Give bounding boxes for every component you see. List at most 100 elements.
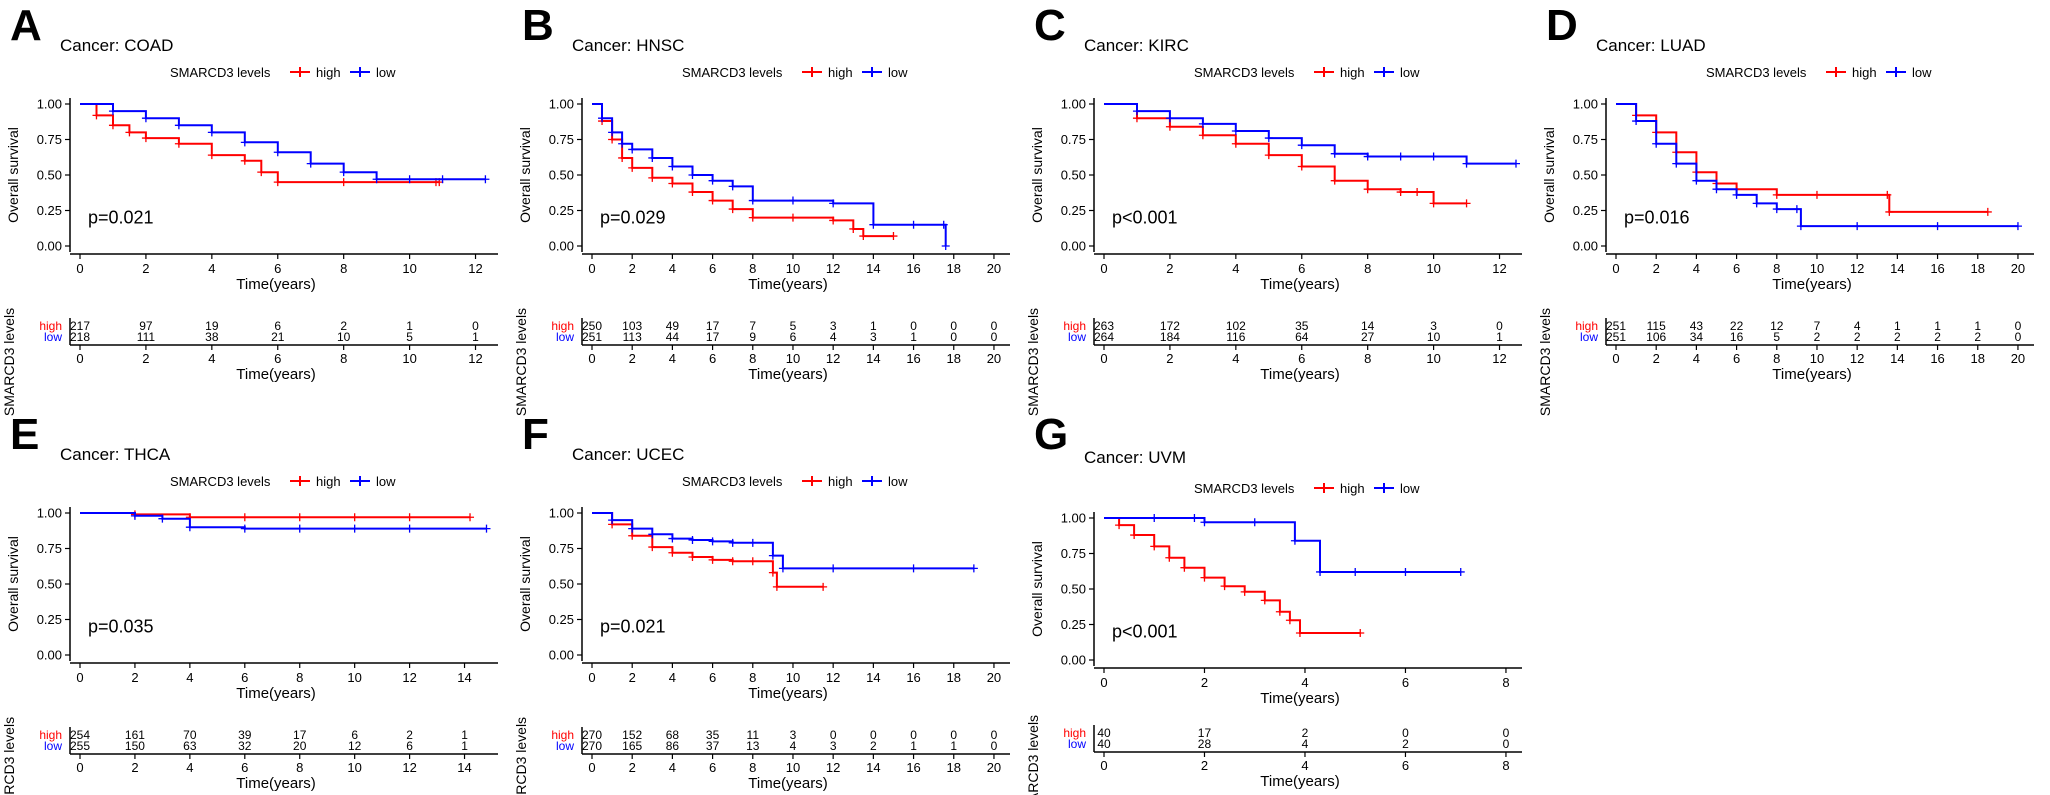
p-value: p=0.016 bbox=[1624, 207, 1690, 227]
censor-mark bbox=[273, 148, 282, 157]
censor-mark bbox=[969, 564, 978, 573]
censor-mark bbox=[1652, 139, 1661, 148]
risk-x-tick-label: 4 bbox=[1693, 351, 1700, 366]
risk-count-low: 0 bbox=[950, 330, 957, 344]
censor-mark bbox=[185, 523, 194, 532]
censor-mark bbox=[648, 153, 657, 162]
risk-count-high: 0 bbox=[950, 319, 957, 333]
survival-curve-low bbox=[1616, 103, 2018, 228]
legend-high-label: high bbox=[316, 474, 341, 489]
x-tick-label: 16 bbox=[1930, 261, 1944, 276]
y-tick-label: 0.00 bbox=[549, 648, 574, 663]
y-tick-label: 0.25 bbox=[37, 203, 62, 218]
legend-high-label: high bbox=[316, 65, 341, 80]
x-tick-label: 2 bbox=[629, 261, 636, 276]
x-tick-label: 2 bbox=[142, 261, 149, 276]
censor-mark bbox=[728, 182, 737, 191]
x-tick-label: 10 bbox=[402, 261, 416, 276]
risk-count-low: 2 bbox=[1814, 330, 1821, 344]
censor-mark bbox=[1330, 149, 1339, 158]
x-tick-label: 0 bbox=[76, 261, 83, 276]
risk-count-high: 0 bbox=[1503, 726, 1510, 740]
x-tick-label: 0 bbox=[1612, 261, 1619, 276]
censor-mark bbox=[889, 232, 898, 241]
censor-mark bbox=[1264, 151, 1273, 160]
censor-mark bbox=[1853, 222, 1862, 231]
censor-mark bbox=[1285, 616, 1294, 625]
x-tick-label: 14 bbox=[866, 261, 880, 276]
panel-letter: D bbox=[1546, 1, 1578, 50]
censor-mark bbox=[1180, 563, 1189, 572]
risk-label-low: low bbox=[1068, 737, 1086, 751]
risk-label-high: high bbox=[39, 319, 62, 333]
censor-mark bbox=[1275, 607, 1284, 616]
risk-count-low: 251 bbox=[1606, 330, 1626, 344]
legend-high-label: high bbox=[1340, 481, 1365, 496]
legend: SMARCD3 levels high low bbox=[1194, 481, 1420, 496]
legend-title: SMARCD3 levels bbox=[1194, 481, 1295, 496]
panel-title: Cancer: THCA bbox=[60, 445, 171, 464]
censor-mark bbox=[1115, 521, 1124, 530]
x-tick-label: 0 bbox=[588, 670, 595, 685]
censor-mark bbox=[628, 145, 637, 154]
legend-low-label: low bbox=[1400, 65, 1420, 80]
censor-mark bbox=[1462, 199, 1471, 208]
risk-x-tick-label: 10 bbox=[786, 351, 800, 366]
risk-count-low: 1 bbox=[461, 739, 468, 753]
risk-x-tick-label: 2 bbox=[1201, 758, 1208, 773]
risk-x-tick-label: 2 bbox=[629, 351, 636, 366]
censor-mark bbox=[708, 196, 717, 205]
censor-mark bbox=[628, 524, 637, 533]
risk-label-low: low bbox=[556, 330, 574, 344]
y-tick-label: 0.75 bbox=[549, 132, 574, 147]
risk-count-high: 1 bbox=[1934, 319, 1941, 333]
risk-count-high: 70 bbox=[183, 728, 197, 742]
x-tick-label: 2 bbox=[1653, 261, 1660, 276]
x-tick-label: 14 bbox=[1890, 261, 1904, 276]
panel-title: Cancer: LUAD bbox=[1596, 36, 1706, 55]
y-tick-label: 0.25 bbox=[1061, 617, 1086, 632]
x-axis-label: Time(years) bbox=[1260, 690, 1339, 707]
risk-count-low: 2 bbox=[1974, 330, 1981, 344]
x-tick-label: 8 bbox=[749, 670, 756, 685]
risk-x-tick-label: 10 bbox=[1426, 351, 1440, 366]
censor-mark bbox=[728, 538, 737, 547]
risk-count-low: 32 bbox=[238, 739, 252, 753]
risk-x-tick-label: 10 bbox=[786, 760, 800, 775]
y-tick-label: 0.25 bbox=[1061, 203, 1086, 218]
x-tick-label: 18 bbox=[1971, 261, 1985, 276]
survival-curve-low bbox=[80, 103, 486, 181]
x-axis-label: Time(years) bbox=[236, 276, 315, 293]
y-tick-label: 0.50 bbox=[37, 577, 62, 592]
risk-table: highlow254255016115027063439326172086121… bbox=[1, 717, 498, 795]
censor-mark bbox=[1672, 159, 1681, 168]
survival-axes: 0.00 0.25 0.50 0.75 1.00 0 2 4 6 8 10 12 Time(years)… bbox=[5, 97, 498, 293]
risk-count-high: 0 bbox=[950, 728, 957, 742]
risk-count-low: 9 bbox=[749, 330, 756, 344]
risk-count-low: 106 bbox=[1646, 330, 1666, 344]
risk-table: highlow251251011510624334422166125872104… bbox=[1537, 308, 2034, 416]
risk-count-low: 37 bbox=[706, 739, 720, 753]
x-tick-label: 8 bbox=[296, 670, 303, 685]
risk-count-low: 0 bbox=[991, 330, 998, 344]
censor-mark bbox=[1983, 207, 1992, 216]
x-axis-label: Time(years) bbox=[748, 276, 827, 293]
risk-count-low: 34 bbox=[1690, 330, 1704, 344]
censor-mark bbox=[869, 220, 878, 229]
risk-count-low: 270 bbox=[582, 739, 602, 753]
risk-count-low: 5 bbox=[1773, 330, 1780, 344]
censor-mark bbox=[1933, 222, 1942, 231]
risk-count-high: 1 bbox=[1894, 319, 1901, 333]
x-tick-label: 10 bbox=[347, 670, 361, 685]
x-tick-label: 12 bbox=[826, 670, 840, 685]
x-tick-label: 10 bbox=[786, 670, 800, 685]
censor-mark bbox=[909, 220, 918, 229]
x-tick-label: 4 bbox=[1693, 261, 1700, 276]
risk-x-tick-label: 4 bbox=[1301, 758, 1308, 773]
risk-x-tick-label: 12 bbox=[1850, 351, 1864, 366]
risk-count-low: 64 bbox=[1295, 330, 1309, 344]
y-tick-label: 1.00 bbox=[1573, 97, 1598, 112]
